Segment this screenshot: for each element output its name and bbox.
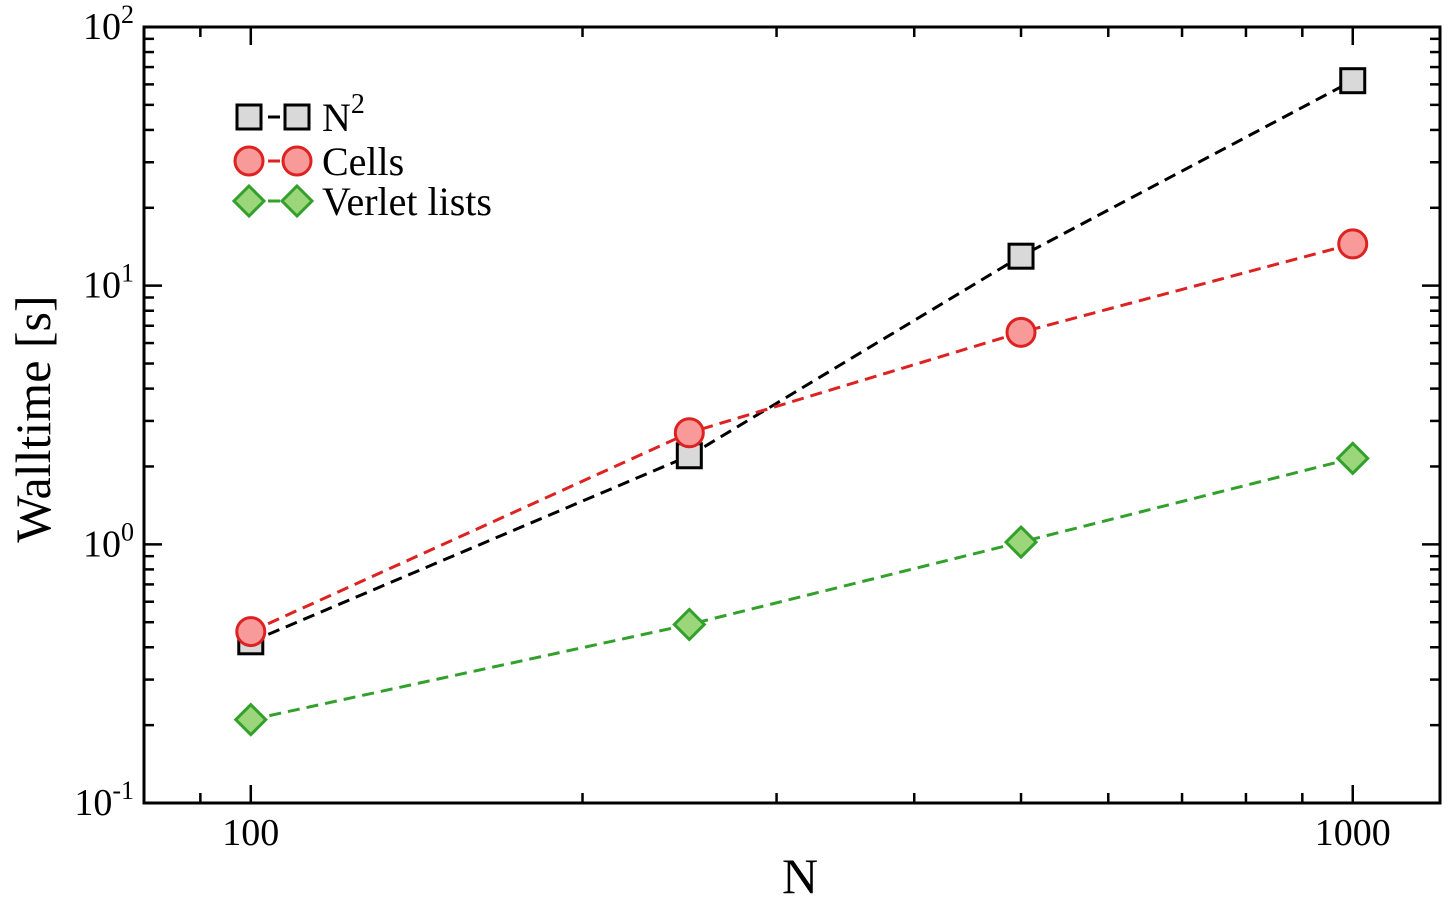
y-axis-label: Walltime [s] bbox=[5, 295, 61, 542]
legend-marker bbox=[281, 145, 313, 177]
data-point bbox=[673, 417, 705, 449]
y-tick-exponent: -1 bbox=[112, 776, 134, 805]
legend-label: Cells bbox=[322, 139, 404, 184]
x-tick-label: 100 bbox=[222, 812, 279, 854]
y-tick-base: 10 bbox=[83, 523, 121, 565]
legend-marker bbox=[283, 103, 311, 131]
legend-marker bbox=[233, 145, 265, 177]
data-point bbox=[1337, 228, 1369, 260]
legend-marker bbox=[235, 103, 263, 131]
legend-label-superscript: 2 bbox=[351, 89, 365, 120]
legend-marker bbox=[231, 183, 267, 219]
x-axis-label: N bbox=[782, 848, 818, 898]
series-line-1 bbox=[250, 79, 1354, 644]
data-point bbox=[233, 702, 268, 737]
legend-label-text: Cells bbox=[322, 139, 404, 184]
x-tick-label: 1000 bbox=[1315, 812, 1391, 854]
data-point bbox=[1005, 316, 1037, 348]
series-line-3 bbox=[250, 456, 1354, 722]
plot-frame bbox=[142, 25, 1442, 805]
y-tick-label: 101 bbox=[83, 259, 134, 307]
legend-marker bbox=[279, 183, 315, 219]
y-tick-label: 10-1 bbox=[74, 776, 134, 824]
y-tick-label: 100 bbox=[83, 517, 134, 565]
data-point bbox=[235, 616, 267, 648]
legend-label: Verlet lists bbox=[322, 179, 492, 224]
data-point bbox=[1335, 441, 1370, 476]
y-tick-base: 10 bbox=[74, 782, 112, 824]
data-point bbox=[672, 607, 707, 642]
y-tick-exponent: 0 bbox=[121, 517, 134, 546]
y-tick-exponent: 1 bbox=[121, 259, 134, 288]
y-tick-base: 10 bbox=[83, 6, 121, 48]
series-line-2 bbox=[250, 242, 1354, 633]
y-tick-label: 102 bbox=[83, 0, 134, 48]
data-point bbox=[1003, 524, 1039, 560]
data-point bbox=[1007, 242, 1035, 270]
y-tick-exponent: 2 bbox=[121, 0, 134, 29]
legend-label-text: N bbox=[322, 95, 351, 140]
data-point bbox=[1339, 67, 1367, 95]
y-tick-base: 10 bbox=[83, 265, 121, 307]
series-layer bbox=[233, 67, 1370, 737]
legend-label: N2 bbox=[322, 89, 365, 140]
legend-label-text: Verlet lists bbox=[322, 179, 492, 224]
